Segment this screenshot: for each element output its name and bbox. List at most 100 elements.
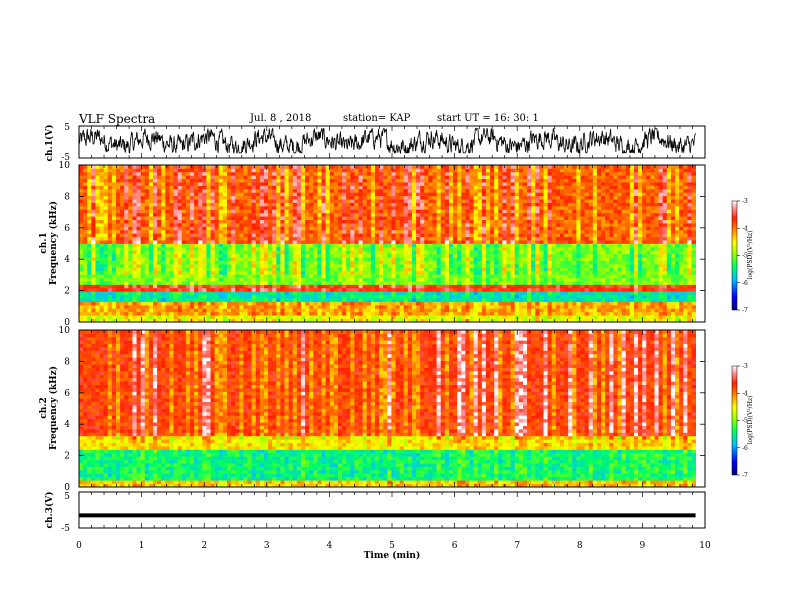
spectrogram-cell	[87, 277, 92, 282]
spectrogram-cell	[444, 253, 450, 258]
spectrogram-cell	[440, 209, 446, 214]
spectrogram-cell	[346, 277, 351, 282]
spectrogram-cell	[420, 304, 425, 309]
spectrogram-cell	[263, 246, 269, 251]
spectrogram-cell	[370, 233, 376, 238]
spectrogram-cell	[107, 243, 113, 248]
spectrogram-cell	[296, 202, 302, 207]
spectrogram-cell	[313, 219, 318, 224]
spectrogram-cell	[95, 308, 100, 313]
spectrogram-cell	[309, 233, 314, 238]
spectrogram-cell	[342, 270, 347, 275]
spectrogram-cell	[469, 178, 475, 183]
spectrogram-cell	[313, 304, 318, 309]
spectrogram-cell	[148, 246, 154, 251]
spectrogram-cell	[407, 287, 413, 292]
spectrogram-cell	[342, 250, 347, 255]
spectrogram-cell	[346, 219, 351, 224]
spectrogram-cell	[276, 199, 281, 203]
spectrogram-cell	[152, 281, 158, 285]
spectrogram-cell	[403, 229, 409, 234]
spectrogram-cell	[210, 182, 216, 186]
spectrogram-cell	[309, 315, 314, 319]
spectrogram-cell	[231, 246, 236, 251]
spectrogram-cell	[214, 250, 220, 255]
spectrogram-cell	[490, 195, 495, 200]
spectrogram-cell	[284, 291, 290, 296]
spectrogram-cell	[87, 287, 92, 292]
spectrogram-cell	[510, 274, 516, 279]
spectrogram-cell	[428, 298, 433, 302]
spectrogram-cell	[189, 195, 195, 200]
spectrogram-cell	[189, 308, 195, 313]
spectrogram-cell	[107, 226, 113, 231]
spectrogram-cell	[448, 311, 454, 316]
spectrogram-cell	[477, 257, 483, 261]
spectrogram-cell	[346, 185, 351, 190]
spectrogram-cell	[161, 243, 166, 248]
spectrogram-cell	[206, 199, 211, 203]
spectrogram-cell	[407, 270, 413, 275]
spectrogram-cell	[420, 185, 425, 190]
spectrogram-cell	[120, 311, 125, 316]
spectrogram-cell	[284, 185, 290, 190]
spectrogram-cell	[185, 205, 191, 210]
spectrogram-cell	[181, 236, 187, 241]
spectrogram-cell	[502, 308, 507, 313]
spectrogram-cell	[481, 195, 487, 200]
spectrogram-cell	[132, 188, 137, 193]
spectrogram-cell	[231, 267, 236, 272]
spectrogram-cell	[276, 318, 281, 323]
spectrogram-cell	[161, 185, 166, 190]
spectrogram-cell	[498, 304, 503, 309]
spectrogram-cell	[461, 229, 466, 234]
spectrogram-cell	[107, 185, 113, 190]
spectrogram-cell	[313, 260, 318, 265]
spectrogram-cell	[354, 260, 359, 265]
spectrogram-cell	[354, 226, 359, 231]
spectrogram-cell	[379, 257, 384, 261]
spectrogram-cell	[358, 233, 364, 238]
spectrogram-cell	[461, 209, 466, 214]
spectrogram-cell	[239, 304, 244, 309]
spectrogram-cell	[231, 199, 236, 203]
spectrogram-cell	[494, 243, 499, 248]
spectrogram-cell	[383, 257, 388, 261]
spectrogram-cell	[128, 195, 133, 200]
spectrogram-cell	[325, 284, 331, 289]
spectrogram-cell	[387, 301, 392, 306]
spectrogram-cell	[218, 260, 224, 265]
spectrogram-cell	[403, 291, 409, 296]
spectrogram-cell	[407, 263, 413, 268]
spectrogram-cell	[259, 257, 265, 261]
spectrogram-cell	[83, 178, 88, 183]
spectrogram-cell	[136, 304, 142, 309]
spectrogram-cell	[157, 250, 162, 255]
spectrogram-cell	[457, 209, 462, 214]
spectrogram-cell	[457, 308, 462, 313]
spectrogram-cell	[210, 311, 216, 316]
spectrogram-cell	[194, 205, 199, 210]
spectrogram-cell	[226, 195, 232, 200]
spectrogram-cell	[272, 284, 277, 289]
spectrogram-cell	[313, 270, 318, 275]
spectrogram-cell	[420, 267, 425, 272]
spectrogram-cell	[436, 219, 442, 224]
spectrogram-cell	[510, 223, 516, 227]
spectrogram-cell	[148, 304, 154, 309]
spectrogram-cell	[185, 308, 191, 313]
spectrogram-cell	[161, 318, 166, 323]
spectrogram-cell	[140, 284, 146, 289]
spectrogram-cell	[510, 277, 516, 282]
spectrogram-cell	[465, 253, 470, 258]
spectrogram-cell	[325, 219, 331, 224]
spectrogram-cell	[309, 212, 314, 217]
spectrogram-cell	[494, 223, 499, 227]
spectrogram-cell	[321, 202, 327, 207]
spectrogram-cell	[239, 229, 244, 234]
spectrogram-cell	[444, 260, 450, 265]
spectrogram-cell	[140, 229, 146, 234]
spectrogram-cell	[194, 318, 199, 323]
spectrogram-cell	[198, 315, 203, 319]
spectrogram-cell	[202, 304, 207, 309]
